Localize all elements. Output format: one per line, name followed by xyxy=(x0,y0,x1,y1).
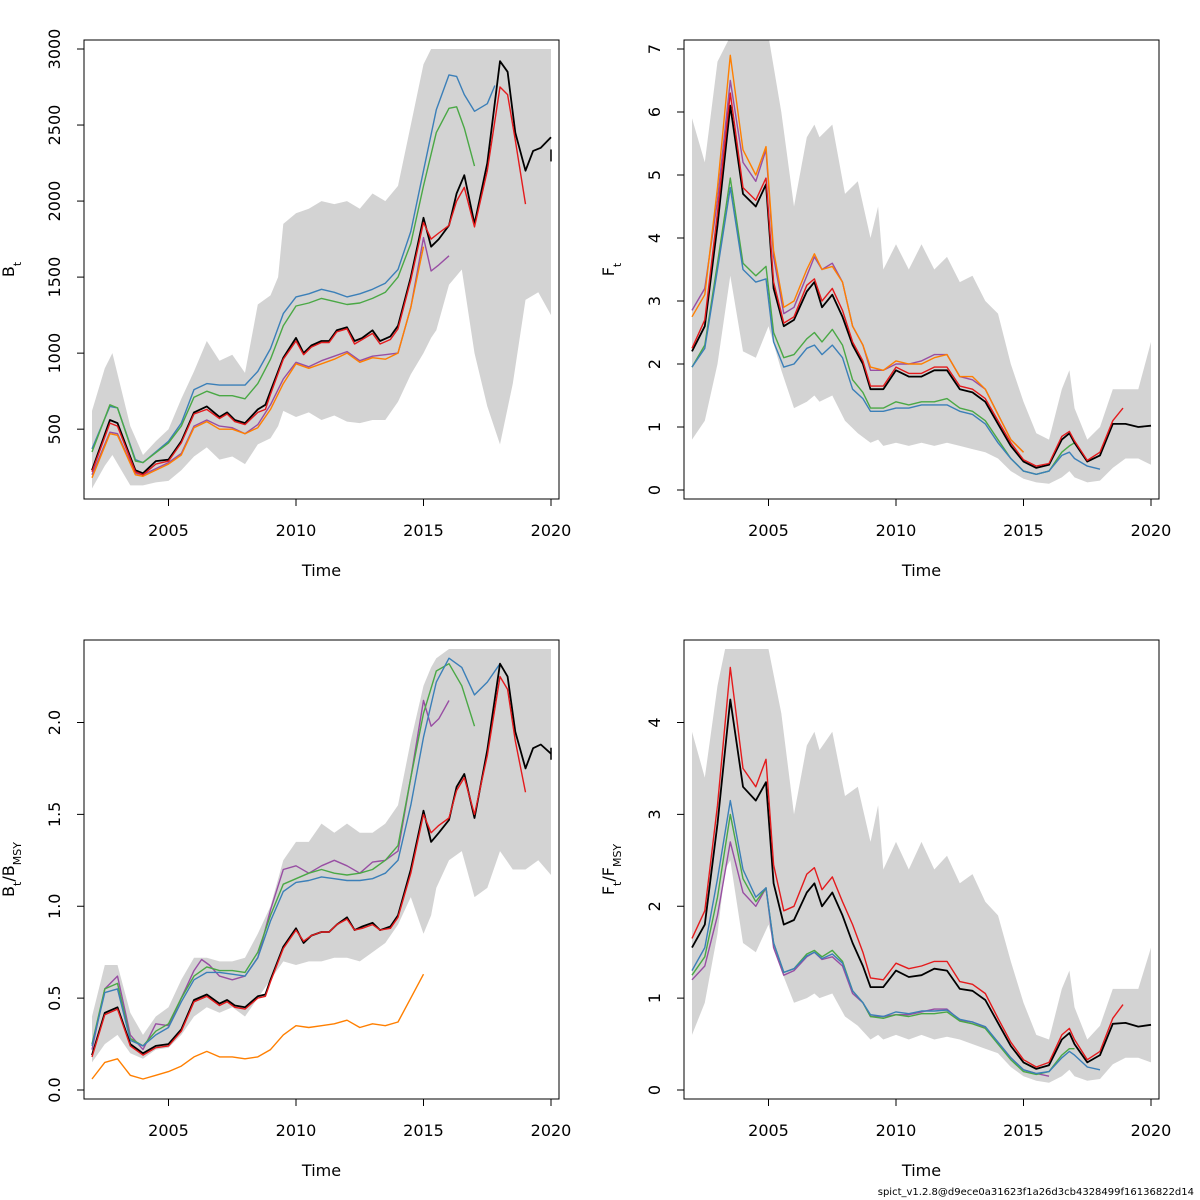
relative-fishing-mortality-panel: 2005 2010 2015 2020 0 1 2 3 4 Time Ft/FMSY xyxy=(599,639,1172,1180)
relative-fishing-mortality-x-tick-label: 2005 xyxy=(748,1121,789,1140)
biomass-x-tick-label: 2010 xyxy=(276,521,317,540)
biomass-y-tick-label: 2500 xyxy=(45,105,64,146)
biomass-y-tick-label: 500 xyxy=(45,414,64,445)
biomass-y-tick-label: 2000 xyxy=(45,181,64,222)
relative-biomass-series-red xyxy=(91,675,527,1058)
fishing-mortality-y-tick-label: 1 xyxy=(645,422,664,432)
relative-fishing-mortality-y-tick-label: 1 xyxy=(645,993,664,1003)
relative-biomass-x-tick-label: 2020 xyxy=(531,1121,572,1140)
fishing-mortality-y-tick-label: 7 xyxy=(645,44,664,54)
relative-fishing-mortality-series-red xyxy=(691,666,1124,1068)
fishing-mortality-x-tick-label: 2015 xyxy=(1003,521,1044,540)
biomass-panel: 2005 2010 2015 2020 500 1000 1500 2000 2500 3000 T… xyxy=(0,29,571,580)
biomass-y-tick-label: 1500 xyxy=(45,257,64,298)
relative-biomass-y-tick-label: 1.5 xyxy=(45,802,64,827)
relative-fishing-mortality-y-tick-label: 0 xyxy=(645,1085,664,1095)
biomass-series-green xyxy=(91,106,476,464)
relative-biomass-x-tick-label: 2015 xyxy=(403,1121,444,1140)
relative-fishing-mortality-y-axis-label: Ft/FMSY xyxy=(599,844,624,896)
biomass-y-tick-label: 1000 xyxy=(45,333,64,374)
biomass-x-tick-label: 2015 xyxy=(403,521,444,540)
fishing-mortality-confidence-band xyxy=(692,40,1151,484)
fishing-mortality-x-axis-label: Time xyxy=(901,561,941,580)
relative-biomass-y-tick-label: 1.0 xyxy=(45,894,64,919)
relative-fishing-mortality-y-tick-label: 4 xyxy=(645,717,664,727)
relative-biomass-y-tick-label: 0.5 xyxy=(45,985,64,1010)
relative-biomass-confidence-band xyxy=(92,649,551,1063)
biomass-series-orange xyxy=(91,246,425,479)
relative-fishing-mortality-y-tick-label: 2 xyxy=(645,901,664,911)
relative-biomass-series-green xyxy=(91,663,476,1047)
relative-fishing-mortality-series-blue xyxy=(691,799,1101,1075)
version-footer: spict_v1.2.8@d9ece0a31623f1a26d3cb432849… xyxy=(877,1187,1194,1198)
relative-fishing-mortality-x-tick-label: 2020 xyxy=(1131,1121,1172,1140)
relative-fishing-mortality-confidence-band xyxy=(692,649,1151,1083)
relative-fishing-mortality-x-axis-label: Time xyxy=(901,1161,941,1180)
fishing-mortality-panel: 2005 2010 2015 2020 0 1 2 3 4 5 6 7 Time Ft xyxy=(599,39,1172,580)
biomass-x-axis-label: Time xyxy=(301,561,341,580)
relative-fishing-mortality-series-green xyxy=(691,813,1075,1076)
fishing-mortality-series-orange xyxy=(691,54,1024,453)
relative-biomass-y-tick-label: 0.0 xyxy=(45,1077,64,1102)
fishing-mortality-y-axis-label: Ft xyxy=(599,262,624,276)
biomass-confidence-band xyxy=(92,49,551,489)
relative-fishing-mortality-series-black xyxy=(691,698,1152,1070)
relative-fishing-mortality-x-tick-label: 2015 xyxy=(1003,1121,1044,1140)
relative-biomass-plot-frame xyxy=(83,639,560,1100)
fishing-mortality-y-tick-label: 5 xyxy=(645,170,664,180)
fishing-mortality-y-tick-label: 4 xyxy=(645,233,664,243)
biomass-y-tick-label: 3000 xyxy=(45,29,64,70)
relative-biomass-y-axis-label: Bt/BMSY xyxy=(0,842,24,897)
fishing-mortality-series-blue xyxy=(691,186,1101,475)
fishing-mortality-y-tick-label: 0 xyxy=(645,485,664,495)
fishing-mortality-plot-frame xyxy=(683,39,1160,500)
relative-fishing-mortality-series-purple xyxy=(691,841,1050,1077)
relative-biomass-x-tick-label: 2010 xyxy=(276,1121,317,1140)
fishing-mortality-x-tick-label: 2005 xyxy=(748,521,789,540)
relative-biomass-x-tick-label: 2005 xyxy=(148,1121,189,1140)
relative-fishing-mortality-y-tick-label: 3 xyxy=(645,809,664,819)
biomass-y-axis-label: Bt xyxy=(0,261,24,277)
relative-biomass-series-purple xyxy=(91,699,450,1051)
biomass-series-red xyxy=(91,86,527,476)
biomass-x-tick-label: 2020 xyxy=(531,521,572,540)
fishing-mortality-y-tick-label: 3 xyxy=(645,296,664,306)
relative-biomass-x-axis-label: Time xyxy=(301,1161,341,1180)
relative-biomass-y-tick-label: 2.0 xyxy=(45,710,64,735)
fishing-mortality-series-red xyxy=(691,92,1124,467)
relative-biomass-series-blue xyxy=(91,657,501,1047)
biomass-series-blue xyxy=(91,74,496,464)
fishing-mortality-x-tick-label: 2010 xyxy=(876,521,917,540)
fishing-mortality-y-tick-label: 6 xyxy=(645,107,664,117)
fishing-mortality-y-tick-label: 2 xyxy=(645,359,664,369)
relative-fishing-mortality-plot-frame xyxy=(683,639,1160,1100)
fishing-mortality-x-tick-label: 2020 xyxy=(1131,521,1172,540)
relative-biomass-panel: 2005 2010 2015 2020 0.0 0.5 1.0 1.5 2.0 Time Bt/BM… xyxy=(0,639,572,1180)
biomass-plot-frame xyxy=(83,39,560,500)
biomass-x-tick-label: 2005 xyxy=(148,521,189,540)
relative-biomass-series-orange xyxy=(91,973,425,1080)
relative-fishing-mortality-x-tick-label: 2010 xyxy=(876,1121,917,1140)
